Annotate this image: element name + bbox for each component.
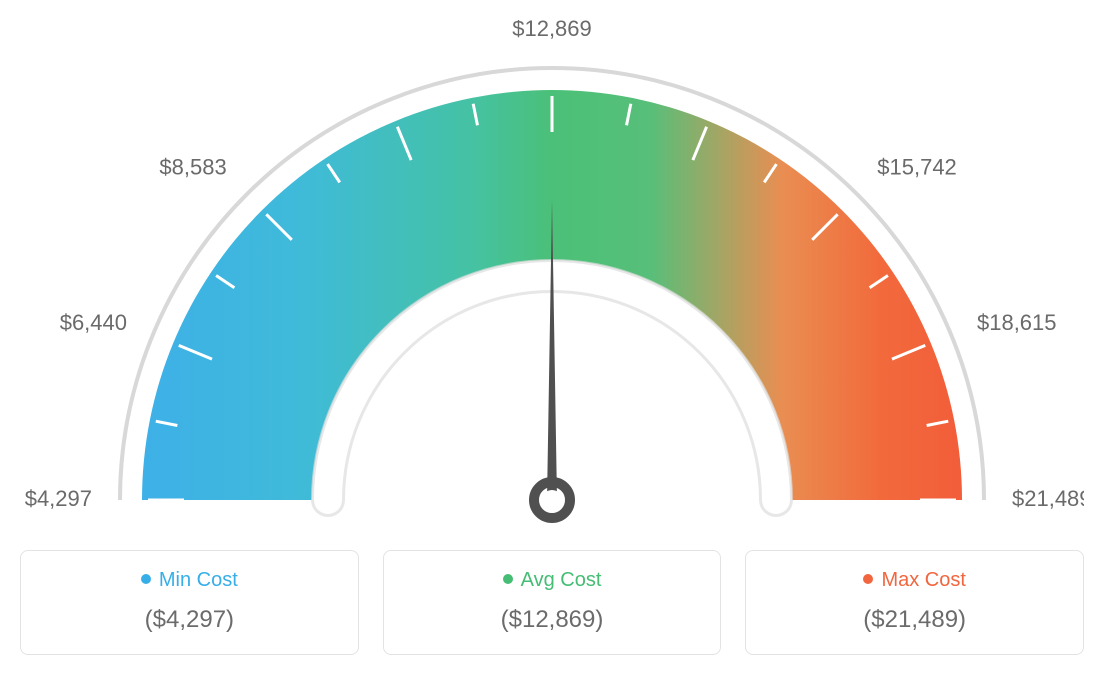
scale-label: $15,742 <box>877 155 957 180</box>
legend-card-avg: Avg Cost ($12,869) <box>383 550 722 655</box>
legend-row: Min Cost ($4,297) Avg Cost ($12,869) Max Cos… <box>20 550 1084 655</box>
legend-label-text: Max Cost <box>881 569 965 591</box>
scale-label: $21,489 <box>1012 486 1084 511</box>
scale-label: $12,869 <box>512 20 592 41</box>
legend-dot-icon <box>863 574 873 584</box>
legend-label-text: Min Cost <box>159 569 238 591</box>
legend-card-min: Min Cost ($4,297) <box>20 550 359 655</box>
scale-label: $4,297 <box>25 486 92 511</box>
gauge-svg: $4,297 $6,440 $8,583 $12,869 $15,742 $18,615 $… <box>20 20 1084 540</box>
legend-value-avg: ($12,869) <box>396 606 709 634</box>
legend-label-text: Avg Cost <box>521 569 602 591</box>
legend-title-avg: Avg Cost <box>503 569 602 592</box>
cost-gauge-chart: $4,297 $6,440 $8,583 $12,869 $15,742 $18,615 $… <box>20 20 1084 540</box>
scale-label: $6,440 <box>60 310 127 335</box>
needle-base-hole <box>542 490 562 510</box>
legend-value-min: ($4,297) <box>33 606 346 634</box>
legend-title-min: Min Cost <box>141 569 238 592</box>
legend-dot-icon <box>503 574 513 584</box>
scale-label: $8,583 <box>159 155 226 180</box>
legend-dot-icon <box>141 574 151 584</box>
legend-card-max: Max Cost ($21,489) <box>745 550 1084 655</box>
scale-label: $18,615 <box>977 310 1057 335</box>
legend-title-max: Max Cost <box>863 569 965 592</box>
legend-value-max: ($21,489) <box>758 606 1071 634</box>
